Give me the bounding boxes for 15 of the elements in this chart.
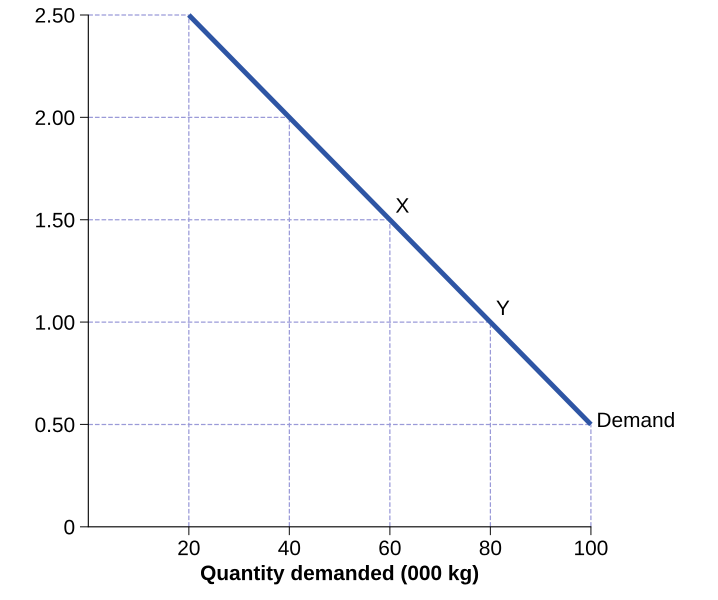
y-tick-label: 1.00 [36, 315, 74, 330]
x-tick-label: 60 [379, 540, 401, 556]
y-tick-label: 0.50 [35, 417, 74, 432]
y-tick-label: 1.50 [36, 212, 74, 228]
x-tick-label: 40 [278, 540, 300, 556]
x-tick-label: 100 [575, 540, 608, 556]
y-tick-label: 2.00 [36, 110, 74, 126]
x-tick-label: 80 [480, 540, 502, 556]
annotation: Demand [598, 412, 674, 428]
x-tick-label: 20 [178, 540, 200, 556]
y-tick-label: 0 [64, 520, 74, 535]
annotation: X [396, 198, 409, 213]
annotation: Y [496, 300, 510, 315]
x-axis-title: Quantity demanded (000 kg) [200, 564, 478, 584]
y-tick-label: 2.50 [36, 8, 74, 23]
